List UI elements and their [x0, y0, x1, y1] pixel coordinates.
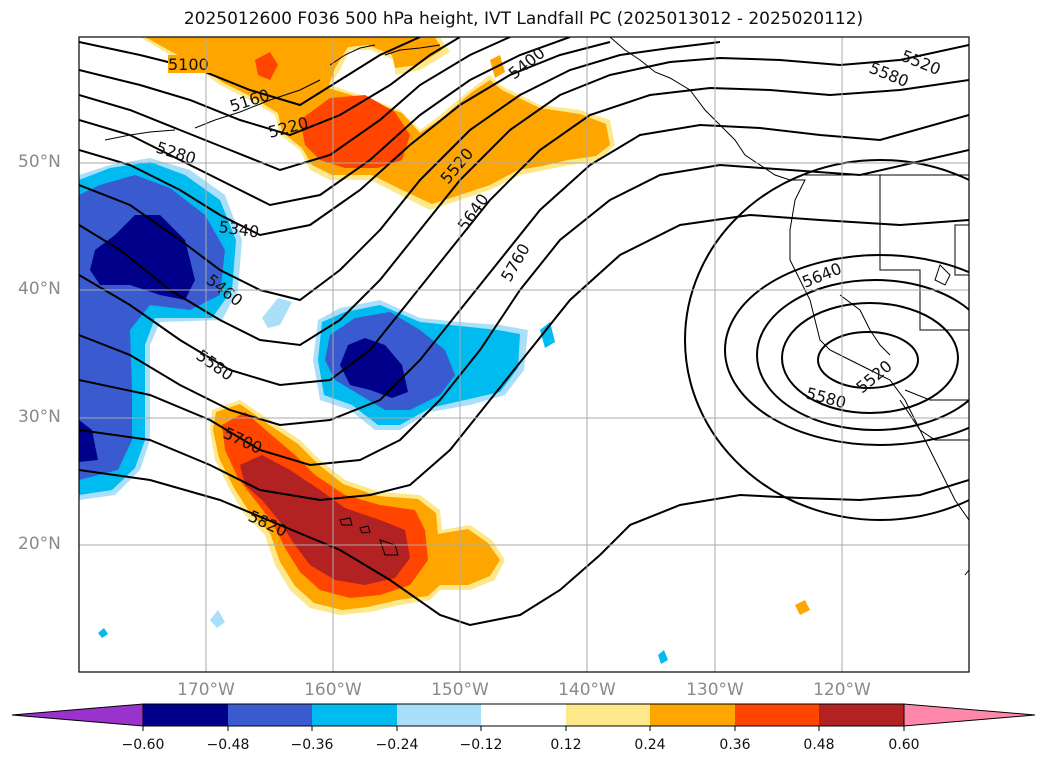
contour-label: 5520 [852, 356, 895, 397]
colorbar-bin [566, 704, 650, 726]
coastline [104, 37, 969, 576]
colorbar-tick-label: 0.12 [550, 737, 582, 753]
colorbar-tick-label: −0.36 [290, 737, 334, 753]
contour-label: 5640 [799, 259, 844, 292]
colorbar-tick-label: −0.24 [375, 737, 419, 753]
map-frame [78, 36, 970, 673]
colorbar-tick-label: −0.12 [459, 737, 503, 753]
colorbar-bin [312, 704, 397, 726]
ivt-negative-central [262, 298, 555, 430]
colorbar-bin [819, 704, 904, 726]
lon-label: 170°W [177, 680, 235, 700]
colorbar-tick-label: −0.60 [121, 737, 165, 753]
lon-label: 160°W [304, 680, 362, 700]
colorbar-bin [397, 704, 481, 726]
lon-label: 130°W [686, 680, 744, 700]
map-title: 2025012600 F036 500 hPa height, IVT Land… [183, 9, 864, 29]
contour-label: 5100 [168, 55, 209, 74]
colorbar-bin [481, 704, 566, 726]
colorbar-extend-max [903, 703, 1036, 727]
contour-label: 5580 [193, 346, 237, 385]
lat-label: 20°N [18, 534, 61, 554]
colorbar-tick-label: 0.36 [719, 737, 751, 753]
colorbar [11, 703, 1036, 731]
colorbar-extend-min [11, 703, 144, 727]
height-contours [79, 37, 969, 627]
colorbar-bin [650, 704, 735, 726]
ivt-positive-south [210, 400, 810, 615]
colorbar-tick-label: −0.48 [206, 737, 250, 753]
lon-label: 120°W [813, 680, 871, 700]
colorbar-tick-label: 0.48 [803, 737, 835, 753]
gridlines [79, 37, 969, 672]
colorbar-bin [143, 704, 228, 726]
lat-label: 30°N [18, 407, 61, 427]
lat-label: 40°N [18, 279, 61, 299]
colorbar-tick-label: 0.60 [888, 737, 920, 753]
lon-label: 140°W [558, 680, 616, 700]
colorbar-bin [735, 704, 819, 726]
ivt-negative-west [79, 158, 242, 500]
colorbar-tick-label: 0.24 [634, 737, 666, 753]
lat-label: 50°N [18, 152, 61, 172]
colorbar-bin [228, 704, 312, 726]
lon-label: 150°W [431, 680, 489, 700]
contour-label: 5400 [505, 43, 549, 83]
